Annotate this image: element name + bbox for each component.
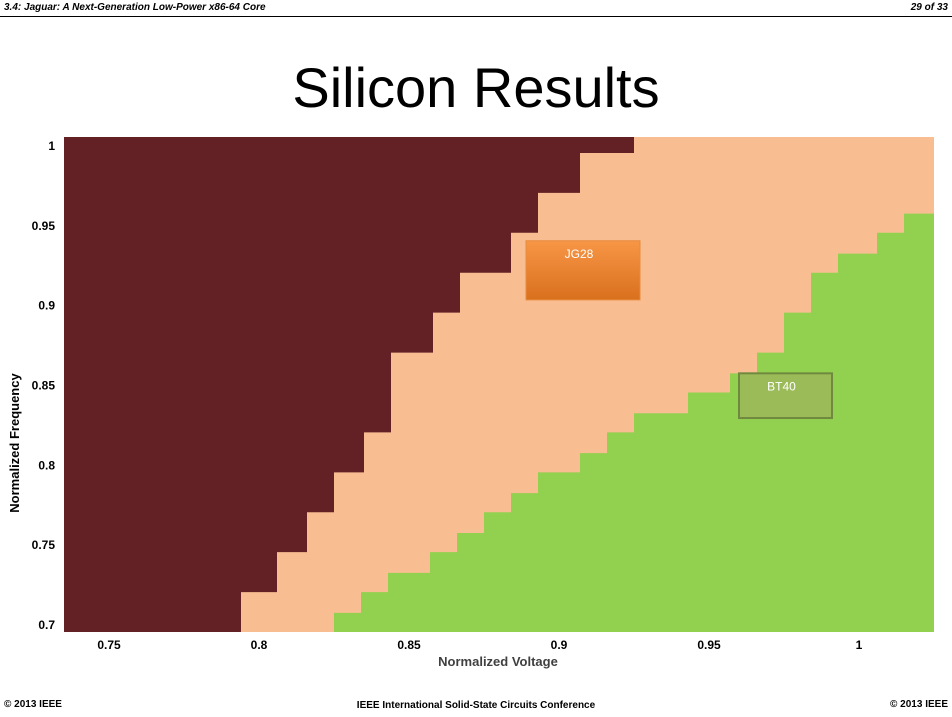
y-tick-label: 0.9 [38, 299, 55, 313]
y-axis-label: Normalized Frequency [7, 373, 22, 513]
x-axis-label: Normalized Voltage [438, 654, 558, 669]
footer-conference: IEEE International Solid-State Circuits … [356, 700, 596, 711]
y-tick-label: 0.85 [32, 379, 56, 393]
x-tick-label: 0.9 [551, 638, 568, 652]
shmoo-chart: JG28 BT40 0.75 0.8 0.85 0.9 0.95 1 0.7 0.75 0.8 0… [7, 137, 934, 669]
y-tick-label: 0.7 [38, 618, 55, 632]
x-tick-label: 0.85 [397, 638, 421, 652]
x-tick-label: 0.95 [697, 638, 721, 652]
x-tick-label: 0.75 [97, 638, 121, 652]
footer-copyright-right: © 2013 IEEE [890, 699, 948, 710]
y-tick-label: 0.75 [32, 538, 56, 552]
annotation-box-jg28 [525, 240, 641, 301]
y-tick-label: 0.95 [32, 219, 56, 233]
y-tick-label: 1 [48, 139, 55, 153]
y-tick-label: 0.8 [38, 458, 55, 472]
page-number: 29 of 33 [910, 2, 948, 13]
x-tick-label: 0.8 [251, 638, 268, 652]
header-divider [0, 16, 952, 17]
annotation-box-bt40 [738, 372, 833, 420]
bt40-region [334, 213, 934, 633]
session-title: 3.4: Jaguar: A Next-Generation Low-Power… [4, 2, 266, 13]
footer-copyright-left: © 2013 IEEE [4, 699, 62, 710]
slide-title: Silicon Results [292, 56, 660, 119]
annotation-label-bt40: BT40 [767, 379, 796, 393]
annotation-label-jg28: JG28 [565, 247, 594, 261]
x-tick-label: 1 [856, 638, 863, 652]
